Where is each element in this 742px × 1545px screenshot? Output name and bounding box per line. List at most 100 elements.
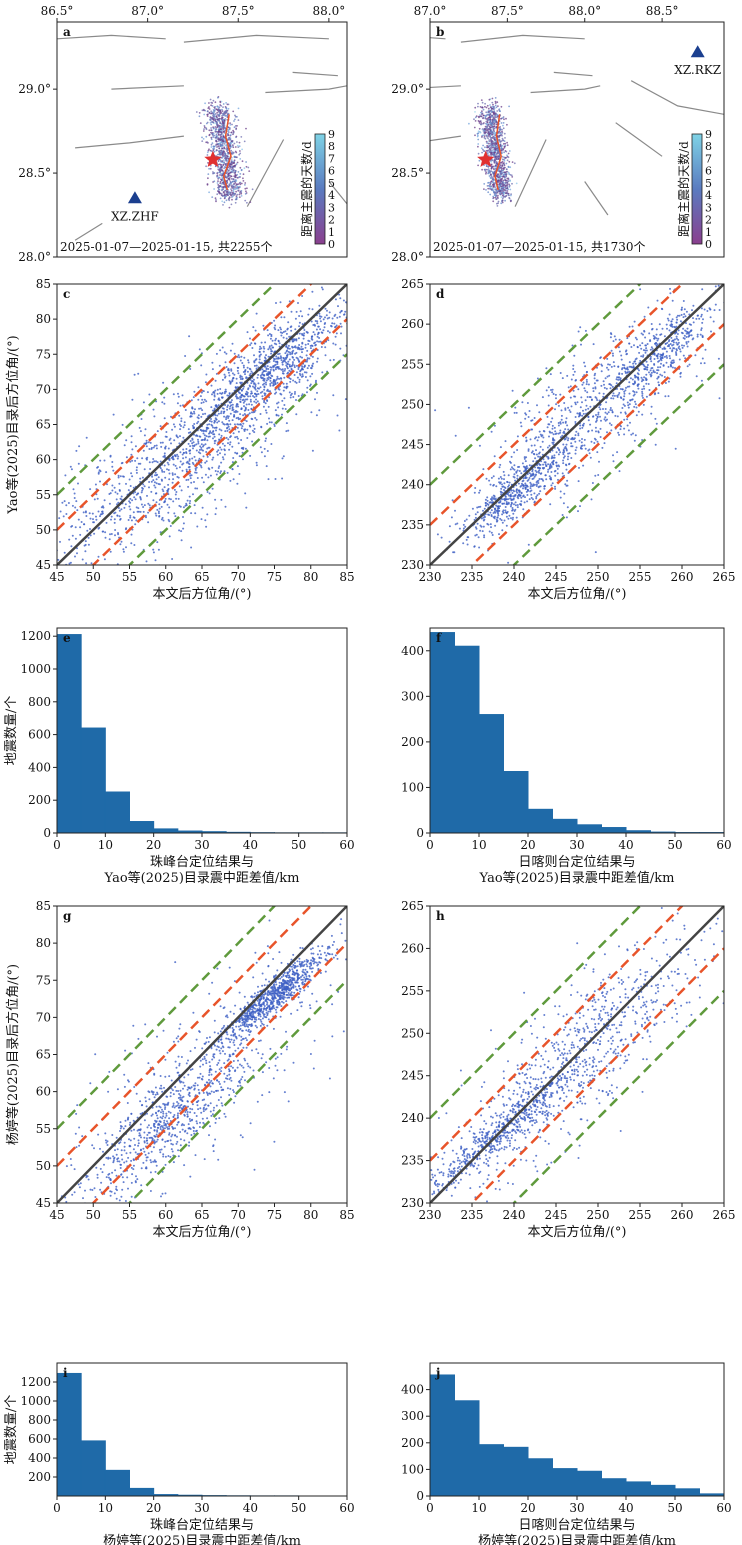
event-dot	[207, 107, 210, 109]
scatter-point	[176, 402, 179, 405]
scatter-point	[168, 478, 171, 481]
scatter-point	[274, 324, 277, 327]
scatter-point	[200, 466, 203, 469]
scatter-point	[496, 511, 499, 514]
scatter-point	[512, 512, 515, 515]
scatter-point	[285, 364, 288, 367]
scatter-point	[200, 391, 203, 394]
scatter-point	[524, 477, 527, 480]
scatter-point	[281, 399, 284, 402]
scatter-point	[94, 483, 97, 486]
event-dot	[489, 144, 492, 147]
scatter-point	[95, 518, 98, 521]
event-dot	[215, 128, 218, 130]
event-dot	[213, 145, 216, 148]
event-dot	[488, 187, 491, 190]
scatter-point	[249, 372, 252, 375]
event-dot	[238, 182, 241, 185]
scatter-point	[551, 482, 554, 485]
scatter-point	[192, 427, 195, 430]
event-dot	[506, 144, 509, 147]
event-dot	[224, 155, 226, 158]
scatter-point	[194, 487, 197, 490]
event-dot	[487, 187, 490, 190]
scatter-point	[556, 472, 559, 475]
scatter-point	[212, 433, 215, 436]
event-dot	[244, 182, 247, 184]
scatter-point	[286, 372, 289, 375]
scatter-point	[108, 587, 110, 589]
event-dot	[485, 106, 488, 109]
scatter-point	[207, 435, 210, 438]
scatter-point	[114, 534, 116, 537]
event-dot	[233, 169, 235, 171]
mainshock-star	[204, 150, 222, 167]
event-dot	[211, 121, 213, 123]
scatter-point	[249, 385, 252, 388]
event-dot	[496, 202, 498, 205]
scatter-point	[139, 496, 142, 498]
scatter-point	[267, 334, 270, 337]
scatter-point	[284, 368, 287, 370]
scatter-point	[114, 529, 117, 531]
scatter-point	[281, 407, 284, 410]
event-dot	[219, 104, 222, 106]
scatter-point	[281, 361, 284, 364]
event-dot	[500, 193, 502, 195]
event-dot	[485, 111, 488, 114]
scatter-point	[229, 441, 232, 444]
scatter-point	[276, 402, 278, 405]
scatter-point	[193, 390, 196, 393]
scatter-point	[218, 433, 221, 436]
scatter-point	[182, 448, 185, 451]
scatter-point	[511, 492, 514, 494]
scatter-point	[656, 299, 659, 302]
event-dot	[235, 163, 238, 166]
scatter-point	[510, 517, 512, 520]
scatter-point	[243, 430, 246, 432]
scatter-point	[362, 309, 364, 311]
scatter-point	[239, 359, 242, 362]
scatter-point	[166, 461, 169, 464]
scatter-point	[120, 540, 123, 543]
scatter-point	[285, 387, 288, 390]
event-dot	[502, 167, 505, 170]
scatter-point	[193, 444, 196, 447]
scatter-point	[203, 398, 206, 401]
scatter-point	[185, 448, 188, 450]
scatter-point	[190, 546, 193, 549]
scatter-point	[234, 386, 237, 389]
scatter-point	[237, 430, 240, 433]
scatter-point	[523, 501, 526, 504]
event-dot	[242, 173, 245, 176]
scatter-point	[335, 324, 338, 327]
event-dot	[222, 164, 225, 166]
scatter-point	[175, 434, 178, 437]
scatter-point	[183, 424, 186, 427]
event-dot	[214, 113, 217, 115]
scatter-point	[231, 379, 234, 382]
scatter-point	[503, 489, 505, 491]
scatter-point	[148, 448, 151, 450]
scatter-point	[67, 502, 70, 504]
event-dot	[222, 112, 225, 115]
scatter-point	[178, 414, 181, 417]
scatter-point	[104, 536, 107, 539]
scatter-point	[119, 475, 122, 478]
scatter-point	[303, 332, 306, 335]
scatter-point	[567, 437, 570, 440]
scatter-point	[239, 423, 242, 426]
scatter-point	[304, 346, 307, 349]
scatter-point	[289, 394, 292, 397]
scatter-point	[49, 595, 51, 597]
scatter-point	[160, 518, 163, 521]
scatter-point	[298, 321, 301, 324]
scatter-point	[528, 464, 531, 467]
scatter-point	[248, 403, 251, 406]
scatter-point	[239, 400, 242, 403]
scatter-point	[231, 409, 234, 412]
event-dot	[499, 139, 501, 142]
event-dot	[233, 162, 236, 164]
scatter-point	[59, 510, 62, 513]
scatter-point	[255, 364, 258, 367]
